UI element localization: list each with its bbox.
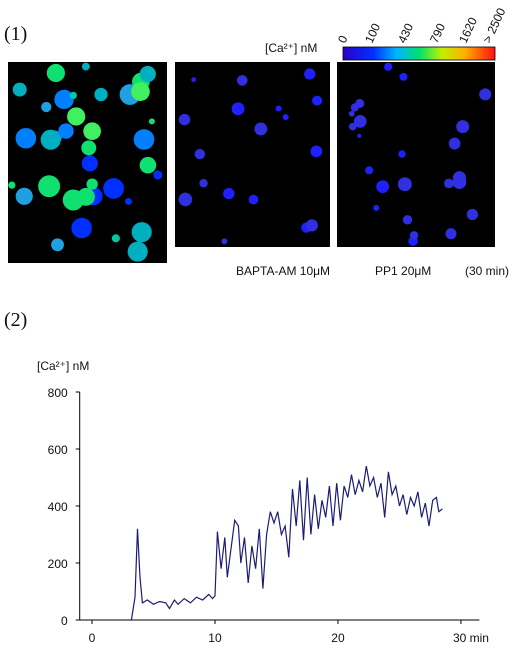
cell (111, 234, 120, 243)
cell (139, 65, 156, 83)
cell (348, 110, 355, 117)
panel-label: (2) (4, 309, 27, 331)
cell (67, 107, 86, 126)
cell (304, 68, 316, 80)
colorbar-tick-label: 0 (335, 33, 351, 45)
cell (397, 177, 412, 192)
cell (466, 208, 479, 221)
colorbar (342, 46, 496, 61)
cell (71, 217, 92, 239)
cell (81, 155, 98, 172)
cell (131, 82, 150, 101)
cell (131, 222, 152, 243)
cell (399, 72, 408, 81)
cell (148, 118, 155, 125)
cell (305, 219, 318, 232)
cell (199, 178, 208, 188)
cell (223, 187, 235, 200)
cell (15, 127, 37, 149)
colorbar-tick-label: 100 (362, 21, 383, 45)
cell (445, 228, 457, 240)
caption: (30 min) (465, 264, 509, 278)
colorbar-title: [Ca²⁺] nM (265, 41, 317, 55)
cell (46, 63, 65, 83)
cell (384, 62, 393, 71)
cell (133, 129, 155, 150)
x-tick-label: 0 (89, 631, 96, 645)
cell (77, 187, 95, 206)
y-tick-label: 600 (48, 443, 68, 457)
x-tick-label: 20 (331, 631, 345, 645)
cell (127, 241, 148, 262)
cell (373, 204, 380, 211)
y-tick-label: 200 (48, 557, 68, 571)
cell (456, 120, 470, 134)
cell (221, 238, 228, 245)
cell (153, 170, 163, 180)
cell (236, 75, 248, 86)
y-tick-label: 800 (48, 386, 68, 400)
cell (409, 231, 419, 240)
caption: PP1 20μM (375, 264, 431, 278)
cell (402, 215, 413, 225)
cell (94, 87, 108, 102)
cell (479, 88, 492, 101)
cell (365, 166, 374, 175)
cell (58, 123, 74, 139)
cell (178, 113, 191, 126)
cell (248, 194, 259, 205)
cell (125, 198, 132, 205)
cell (41, 101, 52, 113)
colorbar-tick-label: > 2500 (480, 5, 508, 45)
cell (194, 148, 206, 160)
x-tick-label: 10 (208, 631, 222, 645)
y-tick-label: 0 (61, 614, 68, 628)
cell (103, 178, 124, 199)
cell (310, 145, 323, 158)
panel-label: (1) (4, 23, 27, 45)
colorbar-tick-label: 430 (395, 21, 416, 45)
cell (350, 103, 359, 112)
cell (282, 114, 289, 121)
cell (15, 187, 33, 205)
cell (178, 192, 193, 207)
y-axis-label: [Ca²⁺] nM (37, 359, 89, 373)
cell (348, 122, 357, 131)
cell (83, 122, 101, 141)
cell (254, 122, 268, 136)
cell (81, 62, 90, 71)
cell (12, 82, 27, 97)
cell (275, 105, 282, 112)
cell (191, 77, 197, 83)
cell (38, 175, 61, 198)
cell (452, 171, 467, 185)
cell (444, 178, 454, 189)
cell (448, 137, 461, 150)
caption: BAPTA-AM 10μM (236, 264, 330, 278)
cell (40, 129, 61, 150)
cell (51, 238, 64, 252)
y-tick-label: 400 (48, 500, 68, 514)
cell (312, 95, 323, 106)
x-tick-label: 30 min (453, 631, 489, 645)
cell (398, 150, 406, 158)
cell (376, 180, 390, 194)
cell (81, 140, 97, 156)
data-line (130, 465, 443, 621)
cell (69, 91, 77, 99)
cell (86, 178, 98, 190)
cell (8, 181, 16, 189)
colorbar-tick-label: 790 (427, 21, 448, 45)
cell (54, 89, 74, 110)
cell (231, 102, 245, 116)
cell (353, 114, 367, 128)
cell (357, 133, 362, 138)
cell (139, 156, 157, 174)
colorbar-tick-label: 1620 (456, 15, 480, 45)
